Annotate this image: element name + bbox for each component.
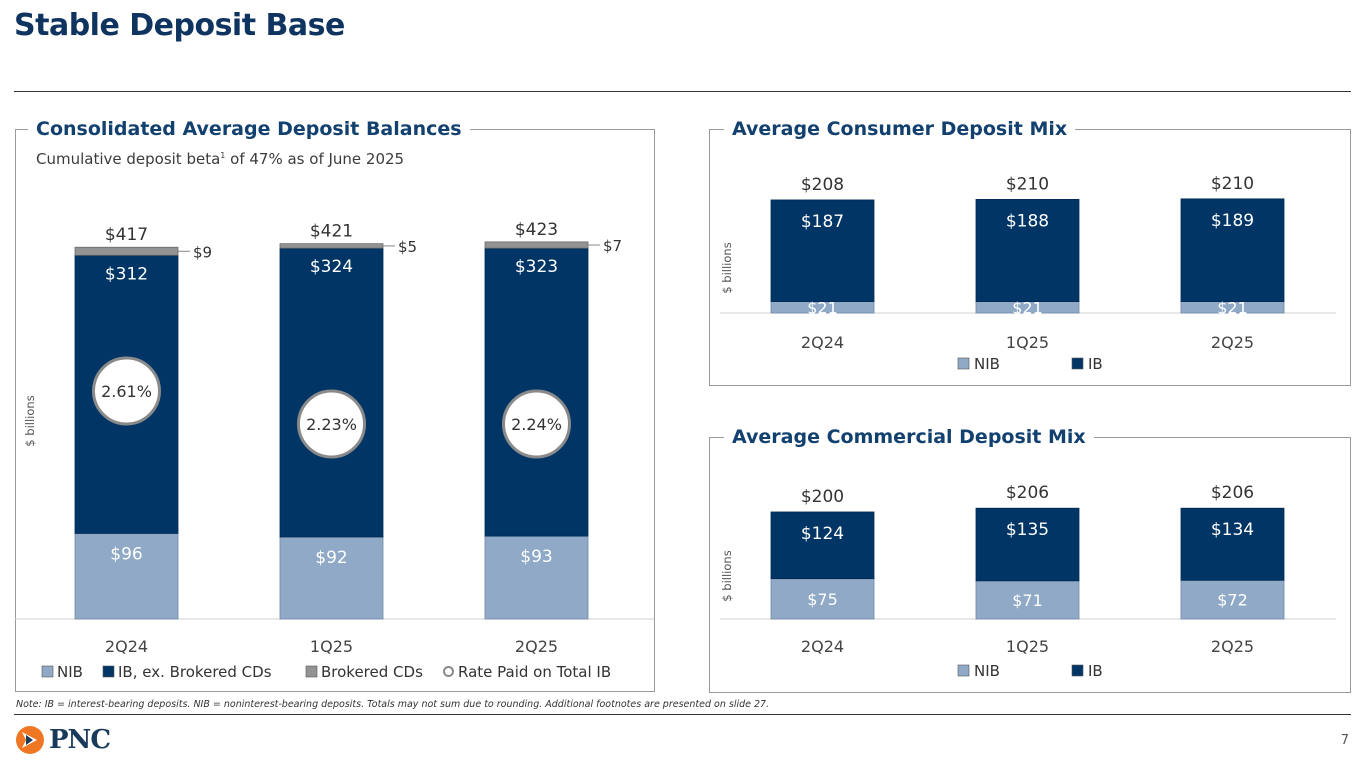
consolidated-total-2q25: $423: [515, 220, 558, 240]
consolidated-legend-swatch-3: [443, 666, 454, 677]
title-divider: [14, 91, 1351, 92]
consumer-label-nib-1q25: $21: [1012, 298, 1043, 317]
consolidated-label-nib-2q25: $93: [520, 547, 552, 567]
consolidated-rate-circle-1q25: [297, 389, 366, 459]
consumer-total-1q25: $210: [1006, 174, 1049, 194]
consumer-legend-swatch-1: [1071, 357, 1084, 370]
commercial-y-axis-label: $ billions: [720, 550, 734, 601]
consolidated-panel: [15, 129, 655, 692]
consumer-category-2q25: 2Q25: [1211, 333, 1254, 352]
commercial-bar-2q25-ib: [1180, 507, 1285, 581]
commercial-label-ib-2q25: $134: [1211, 520, 1254, 540]
page-title: Stable Deposit Base: [14, 8, 345, 43]
consolidated-panel-title: Consolidated Average Deposit Balances: [28, 118, 470, 140]
consolidated-legend-label-0: NIB: [57, 663, 83, 681]
consolidated-bar-2q24-brokered-cds: [74, 246, 179, 256]
consumer-total-2q24: $208: [801, 175, 844, 195]
consolidated-rate-circle-2q25: [502, 389, 571, 459]
commercial-legend-label-0: NIB: [974, 662, 1000, 680]
consolidated-legend-swatch-1: [102, 665, 115, 678]
consolidated-rate-label-2q24: 2.61%: [101, 382, 152, 401]
consumer-label-ib-2q24: $187: [801, 212, 844, 232]
footer-divider: [14, 714, 1351, 715]
consolidated-legend-label-2: Brokered CDs: [321, 663, 423, 681]
consumer-bar-2q24-ib: [770, 199, 875, 302]
footnote: Note: IB = interest-bearing deposits. NI…: [16, 699, 770, 710]
consolidated-category-2q24: 2Q24: [105, 637, 148, 656]
pnc-logo-icon: [16, 726, 44, 754]
consumer-panel: [709, 129, 1351, 386]
pnc-logo: PNC: [15, 725, 111, 755]
consumer-y-axis-label: $ billions: [720, 242, 734, 293]
consumer-bar-1q25-ib: [975, 199, 1080, 302]
consolidated-rate-circle-2q24: [92, 356, 161, 426]
consolidated-category-1q25: 1Q25: [310, 637, 353, 656]
commercial-legend-swatch-0: [957, 664, 970, 677]
commercial-bar-1q25-nib: [975, 580, 1080, 620]
consolidated-label-brokered-2q25: $7: [603, 237, 622, 255]
consumer-legend-label-1: IB: [1088, 355, 1103, 373]
consolidated-label-ib-2q24: $312: [105, 264, 148, 284]
commercial-legend-swatch-1: [1071, 664, 1084, 677]
consolidated-legend-label-1: IB, ex. Brokered CDs: [118, 663, 272, 681]
consolidated-label-nib-1q25: $92: [315, 548, 347, 568]
commercial-total-2q24: $200: [801, 487, 844, 507]
consumer-total-2q25: $210: [1211, 174, 1254, 194]
consolidated-rate-label-1q25: 2.23%: [306, 415, 357, 434]
consolidated-label-ib-2q25: $323: [515, 257, 558, 277]
commercial-total-2q25: $206: [1211, 483, 1254, 503]
consolidated-legend-swatch-0: [41, 665, 54, 678]
consolidated-total-1q25: $421: [310, 222, 353, 242]
commercial-panel: [709, 437, 1351, 693]
commercial-panel-title: Average Commercial Deposit Mix: [724, 426, 1094, 448]
consumer-panel-title: Average Consumer Deposit Mix: [724, 118, 1076, 140]
consolidated-label-ib-1q25: $324: [310, 257, 353, 277]
consolidated-label-nib-2q24: $96: [110, 544, 142, 564]
consumer-label-ib-2q25: $189: [1211, 211, 1254, 231]
commercial-category-2q25: 2Q25: [1211, 637, 1254, 656]
commercial-label-nib-2q25: $72: [1217, 591, 1248, 610]
consolidated-total-2q24: $417: [105, 225, 148, 245]
commercial-bar-2q24-ib: [770, 511, 875, 580]
consolidated-legend-label-3: Rate Paid on Total IB: [458, 663, 611, 681]
consolidated-category-2q25: 2Q25: [515, 637, 558, 656]
consumer-category-1q25: 1Q25: [1006, 333, 1049, 352]
consolidated-bar-2q25-nib: [484, 535, 589, 620]
logo-text: PNC: [49, 725, 111, 755]
commercial-category-1q25: 1Q25: [1006, 637, 1049, 656]
consolidated-rate-label-2q25: 2.24%: [511, 415, 562, 434]
consumer-label-nib-2q25: $21: [1217, 298, 1248, 317]
consolidated-label-brokered-2q24: $9: [193, 243, 212, 261]
commercial-label-ib-2q24: $124: [801, 524, 844, 544]
consumer-legend-swatch-0: [957, 357, 970, 370]
consumer-bar-2q25-ib: [1180, 198, 1285, 302]
consumer-label-nib-2q24: $21: [807, 298, 838, 317]
commercial-total-1q25: $206: [1006, 483, 1049, 503]
consolidated-bar-1q25-brokered-cds: [279, 243, 384, 249]
commercial-label-nib-2q24: $75: [807, 590, 838, 609]
consolidated-y-axis-label: $ billions: [23, 395, 37, 446]
deposit-beta-subtitle: Cumulative deposit beta1 of 47% as of Ju…: [36, 150, 405, 168]
consumer-label-ib-1q25: $188: [1006, 211, 1049, 231]
page-number: 7: [1340, 733, 1349, 748]
consolidated-bar-2q25-brokered-cds: [484, 241, 589, 249]
commercial-bar-2q25-nib: [1180, 579, 1285, 620]
commercial-legend-label-1: IB: [1088, 662, 1103, 680]
consolidated-legend-swatch-2: [305, 665, 318, 678]
consumer-category-2q24: 2Q24: [801, 333, 844, 352]
consumer-legend-label-0: NIB: [974, 355, 1000, 373]
commercial-category-2q24: 2Q24: [801, 637, 844, 656]
commercial-label-ib-1q25: $135: [1006, 520, 1049, 540]
consolidated-label-brokered-1q25: $5: [398, 238, 417, 256]
commercial-label-nib-1q25: $71: [1012, 591, 1043, 610]
commercial-bar-1q25-ib: [975, 507, 1080, 582]
